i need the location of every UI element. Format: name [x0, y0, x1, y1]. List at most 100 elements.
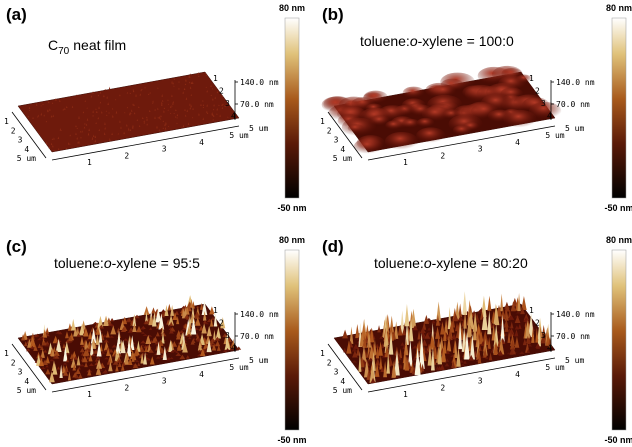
- surface-spike: [184, 83, 187, 85]
- surface-spike: [353, 343, 359, 349]
- surface-spike: [451, 333, 457, 340]
- surface-spike: [229, 347, 235, 351]
- surface-spike: [427, 327, 432, 331]
- surface-spike: [123, 131, 125, 135]
- surface-bump: [421, 106, 451, 123]
- surface-spike: [427, 345, 433, 366]
- surface-spike: [498, 338, 505, 355]
- surface-spike: [79, 323, 85, 336]
- surface-spike: [95, 356, 101, 360]
- surface-spike: [172, 82, 174, 85]
- surface-spike: [423, 314, 430, 324]
- surface-spike: [507, 325, 511, 329]
- surface-spike: [399, 348, 403, 359]
- surface-spike: [375, 358, 381, 366]
- surface-spike: [101, 111, 103, 114]
- surface-spike: [134, 359, 140, 363]
- surface-spike: [190, 104, 192, 108]
- surface-spike: [106, 96, 108, 99]
- surface-spike: [50, 115, 53, 118]
- title-part: o: [104, 255, 112, 271]
- surface-spike: [171, 105, 173, 107]
- surface-spike: [397, 324, 403, 336]
- surface-spike: [440, 347, 447, 363]
- surface-spike: [30, 339, 36, 348]
- y-tick-label: 2: [11, 126, 16, 135]
- x-tick-label: 5 um: [229, 363, 248, 372]
- surface-spike: [38, 336, 45, 339]
- x-tick-label: 2: [124, 151, 129, 160]
- surface-spike: [76, 333, 81, 337]
- surface-bump: [416, 127, 446, 144]
- surface-spike: [142, 116, 144, 120]
- surface-spike: [101, 335, 105, 341]
- surface-spike: [405, 320, 409, 345]
- surface-spike: [130, 109, 133, 112]
- x-tick-label: 2: [440, 151, 445, 160]
- surface-spike: [161, 103, 163, 106]
- surface-spike: [421, 339, 428, 346]
- surface-spike: [41, 340, 48, 346]
- surface-spike: [164, 123, 166, 127]
- surface-spike: [75, 132, 77, 135]
- surface-spike: [78, 140, 80, 144]
- surface-spike: [190, 298, 194, 308]
- surface-spike: [359, 330, 365, 347]
- surface-spike: [27, 115, 30, 118]
- surface-spike: [138, 124, 141, 127]
- surface-spike: [183, 304, 188, 310]
- x-tick-label: 1: [403, 390, 408, 399]
- surface-spike: [185, 355, 190, 359]
- surface-spike: [110, 325, 117, 335]
- side-tick-label: 4: [547, 344, 552, 353]
- x-tick-label: 5 um: [229, 131, 248, 140]
- surface-spike: [119, 120, 121, 123]
- surface-spike: [514, 336, 520, 348]
- surface-spike: [463, 310, 467, 329]
- surface-spike: [209, 337, 216, 342]
- surface-spike: [77, 141, 79, 144]
- surface-spike: [27, 338, 32, 348]
- surface-spike: [71, 105, 74, 108]
- surface-spike: [199, 302, 204, 310]
- surface-spike: [383, 361, 388, 378]
- surface-spike: [216, 344, 221, 351]
- colorbar-min: -50 nm: [277, 435, 306, 445]
- surface-spike: [37, 114, 40, 117]
- side-tick-label: 2: [535, 319, 540, 328]
- surface-spike: [45, 141, 48, 145]
- surface-spike: [222, 349, 228, 353]
- surface-spike: [50, 142, 53, 145]
- surface-spike: [176, 330, 182, 337]
- surface-spike: [466, 318, 472, 338]
- surface-spike: [64, 107, 66, 110]
- surface-spike: [89, 342, 94, 356]
- surface-spike: [154, 108, 156, 111]
- surface-spike: [412, 345, 419, 349]
- colorbar-min: -50 nm: [277, 203, 306, 213]
- surface-spike: [475, 313, 479, 321]
- surface-spike: [102, 334, 108, 338]
- surface-spike: [204, 72, 207, 74]
- surface-spike: [51, 102, 54, 104]
- surface-spike: [424, 332, 431, 339]
- surface-spike: [157, 87, 159, 89]
- surface-spike: [196, 338, 200, 342]
- side-tick-label: 4: [547, 112, 552, 121]
- surface-spike: [206, 110, 208, 113]
- surface-spike: [520, 306, 525, 315]
- surface-spike: [92, 91, 94, 94]
- surface-spike: [169, 326, 176, 332]
- surface-spike: [189, 86, 192, 89]
- surface-spike: [136, 325, 142, 333]
- surface-spike: [40, 348, 45, 358]
- surface-spike: [120, 327, 127, 333]
- surface-spike: [53, 137, 55, 140]
- surface-spike: [379, 355, 383, 370]
- y-axis: [11, 111, 47, 159]
- surface-spike: [158, 313, 165, 330]
- surface-bump: [431, 84, 457, 98]
- side-tick-label: 1: [529, 74, 534, 83]
- surface-spike: [206, 89, 208, 93]
